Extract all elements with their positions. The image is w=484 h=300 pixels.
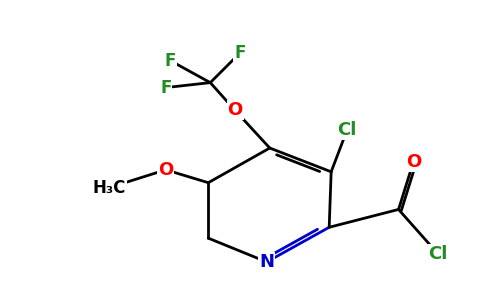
Text: F: F [160,79,171,97]
Text: O: O [406,153,421,171]
Text: Cl: Cl [337,121,357,139]
Text: F: F [234,44,246,62]
Text: F: F [165,52,176,70]
Text: Cl: Cl [428,245,448,263]
Text: O: O [227,101,242,119]
Text: O: O [158,161,173,179]
Text: H₃C: H₃C [92,178,126,196]
Text: N: N [259,253,274,271]
